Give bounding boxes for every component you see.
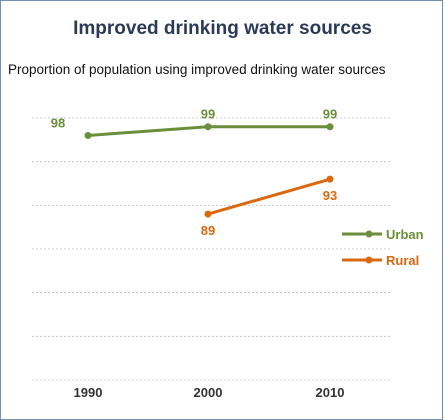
data-point-rural-2010: [326, 175, 334, 183]
data-point-urban-1990: [84, 131, 92, 139]
data-point-urban-2010: [326, 123, 334, 131]
gridlines: [32, 117, 392, 381]
legend-item-rural: Rural: [342, 253, 419, 268]
legend-label-rural: Rural: [386, 253, 419, 268]
legend-marker-urban: [365, 230, 373, 238]
data-label-urban-2010: 99: [323, 107, 337, 122]
chart-title: Improved drinking water sources: [73, 18, 372, 39]
data-label-urban-1990: 98: [51, 115, 65, 130]
data-label-rural-2010: 93: [323, 188, 337, 203]
data-point-rural-2000: [204, 210, 212, 218]
x-tick-label-2000: 2000: [194, 385, 223, 400]
data-point-urban-2000: [204, 123, 212, 131]
x-axis-ticks: 1990 2000 2010: [74, 385, 345, 400]
legend-marker-rural: [365, 256, 373, 264]
x-tick-label-2010: 2010: [316, 385, 345, 400]
series-rural: 89 93: [201, 175, 337, 238]
chart-subtitle: Proportion of population using improved …: [8, 62, 386, 77]
series-urban: 98 99 99: [51, 107, 337, 139]
line-chart: 98 99 99 89 93 1990 2000 2010 Urban Rural: [32, 107, 424, 400]
series-line-rural: [207, 177, 331, 216]
data-label-rural-2000: 89: [201, 223, 215, 238]
series-layer: 98 99 99 89 93: [51, 107, 337, 238]
data-label-urban-2000: 99: [201, 107, 215, 122]
x-tick-label-1990: 1990: [74, 385, 103, 400]
legend-item-urban: Urban: [342, 227, 424, 242]
legend: Urban Rural: [342, 227, 424, 268]
legend-label-urban: Urban: [386, 227, 424, 242]
